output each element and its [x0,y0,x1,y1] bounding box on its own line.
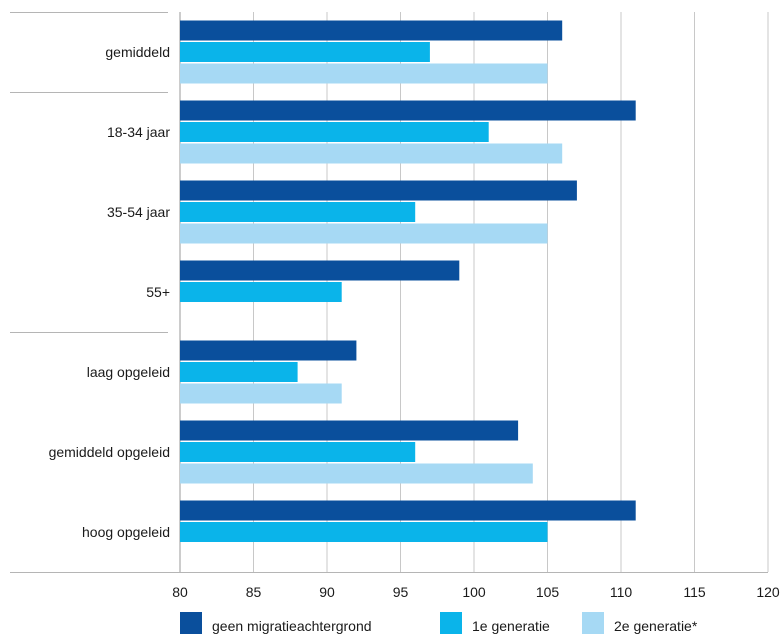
legend-swatch-2 [440,612,462,634]
x-tick-label: 110 [610,584,633,600]
x-tick-label: 105 [536,584,560,600]
legend-label-1: geen migratieachtergrond [212,618,372,634]
bar-hoog-opgeleid-series-2 [180,522,548,542]
category-label: gemiddeld opgeleid [49,444,170,460]
category-label: laag opgeleid [87,364,170,380]
x-tick-label: 115 [683,584,706,600]
bar-35-54-jaar-series-3 [180,223,548,244]
category-label: hoog opgeleid [82,524,170,540]
legend-label-2: 1e generatie [472,618,550,634]
category-label: gemiddeld [105,44,170,60]
legend-label-3: 2e generatie* [614,618,698,634]
x-tick-label: 85 [246,584,262,600]
x-tick-label: 80 [172,584,188,600]
bar-hoog-opgeleid-series-1 [180,500,636,521]
bar-gemiddeld-opgeleid-series-1 [180,420,519,441]
x-tick-label: 95 [393,584,409,600]
category-labels: gemiddeld 18-34 jaar 35-54 jaar 55+ laag opg… [49,44,171,540]
group-separators [10,12,768,573]
bar-55--series-2 [180,282,342,302]
category-label: 18-34 jaar [107,124,170,140]
bar-18-34-jaar-series-2 [180,122,489,142]
bar-gemiddeld-opgeleid-series-3 [180,463,533,484]
bar-laag-opgeleid-series-1 [180,340,357,361]
category-label: 55+ [146,284,170,300]
x-tick-label: 90 [319,584,335,600]
bar-gemiddeld-series-1 [180,20,563,41]
bar-55--series-1 [180,260,460,281]
bar-gemiddeld-series-3 [180,63,548,84]
legend: geen migratieachtergrond 1e generatie 2e g… [180,612,698,634]
legend-swatch-3 [582,612,604,634]
bar-18-34-jaar-series-3 [180,143,563,164]
x-tick-label: 120 [756,584,780,600]
x-tick-label: 100 [462,584,486,600]
bar-35-54-jaar-series-1 [180,180,577,201]
bars [180,20,636,542]
bar-35-54-jaar-series-2 [180,202,416,222]
bar-gemiddeld-series-2 [180,42,430,62]
legend-swatch-1 [180,612,202,634]
bar-gemiddeld-opgeleid-series-2 [180,442,416,462]
x-tick-labels: 80 85 90 95 100 105 110 115 120 [172,584,780,600]
bar-laag-opgeleid-series-3 [180,383,342,404]
bar-laag-opgeleid-series-2 [180,362,298,382]
bar-18-34-jaar-series-1 [180,100,636,121]
category-label: 35-54 jaar [107,204,170,220]
